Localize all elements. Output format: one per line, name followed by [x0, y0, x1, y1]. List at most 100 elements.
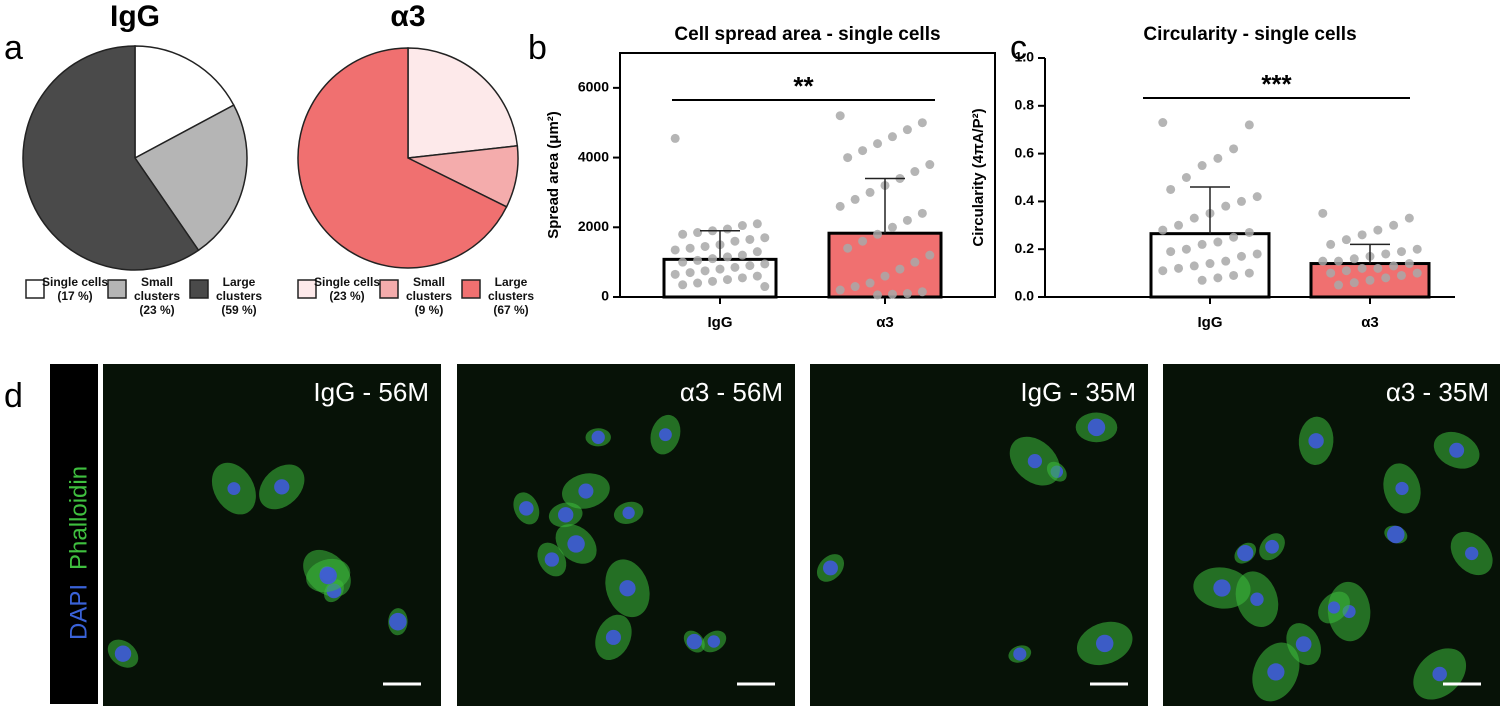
- legend-label: Large clusters: [215, 275, 263, 303]
- micrograph-bg: [103, 364, 441, 706]
- data-point: [1181, 173, 1191, 182]
- data-point: [685, 243, 695, 253]
- cell-nucleus: [1395, 481, 1409, 496]
- data-point: [670, 133, 680, 143]
- stain-label-bg: [50, 364, 98, 704]
- data-point: [693, 228, 703, 238]
- data-point: [910, 257, 920, 267]
- significance-label: ***: [1261, 69, 1292, 99]
- x-tick-label: IgG: [708, 314, 733, 331]
- data-point: [745, 234, 755, 244]
- stain-label: Phalloidin: [65, 466, 92, 570]
- data-point: [1236, 251, 1246, 261]
- cell-nucleus: [1327, 601, 1341, 614]
- data-point: [1341, 266, 1351, 276]
- legend-swatch: [379, 279, 399, 299]
- data-point: [887, 132, 897, 142]
- cell-nucleus: [1295, 636, 1312, 652]
- data-point: [1197, 161, 1207, 171]
- y-tick-label: 0.4: [1015, 192, 1035, 208]
- data-point: [843, 243, 853, 253]
- data-point: [887, 289, 897, 299]
- stain-label: DAPI: [65, 584, 92, 640]
- data-point: [722, 275, 732, 285]
- legend-entry: Single cells (23 %): [310, 275, 384, 303]
- bar: [827, 231, 943, 299]
- data-point: [670, 245, 680, 255]
- cell-nucleus: [823, 560, 838, 576]
- data-point: [873, 290, 883, 300]
- data-point: [1213, 153, 1223, 163]
- cell-nucleus: [686, 633, 703, 650]
- y-tick-label: 0.2: [1015, 240, 1035, 256]
- pie-slice: [297, 47, 508, 269]
- data-point: [873, 229, 883, 239]
- pie-title: α3: [390, 0, 425, 33]
- data-point: [1244, 227, 1254, 237]
- cell-nucleus: [1087, 418, 1106, 437]
- data-point: [678, 229, 688, 239]
- legend-label: Large clusters: [487, 275, 535, 303]
- data-point: [1221, 256, 1231, 266]
- data-point: [1158, 225, 1168, 235]
- data-point: [1412, 268, 1422, 278]
- cell-nucleus: [578, 483, 594, 499]
- cell-nucleus: [1465, 546, 1479, 561]
- data-point: [880, 271, 890, 281]
- data-point: [1236, 196, 1246, 206]
- data-point: [902, 125, 912, 135]
- data-point: [1389, 220, 1399, 230]
- data-point: [895, 264, 905, 274]
- cell-nucleus: [227, 482, 241, 496]
- y-axis-label: Circularity (4πA/P²): [970, 108, 987, 246]
- panel-letter: d: [4, 377, 23, 415]
- data-point: [1174, 263, 1184, 273]
- cell-nucleus: [114, 645, 132, 662]
- data-point: [835, 111, 845, 121]
- data-point: [910, 167, 920, 177]
- x-tick-label: α3: [1361, 314, 1379, 331]
- cell-nucleus: [544, 552, 560, 567]
- micrograph-label: α3 - 35M: [1386, 377, 1489, 407]
- data-point: [1373, 225, 1383, 235]
- data-point: [708, 276, 718, 286]
- micrograph: IgG - 56M: [103, 364, 441, 706]
- data-point: [1205, 259, 1215, 269]
- legend-swatch: [461, 279, 481, 299]
- data-point: [737, 250, 747, 260]
- data-point: [843, 153, 853, 163]
- data-point: [925, 160, 935, 170]
- data-point: [752, 271, 762, 281]
- y-tick-label: 2000: [578, 218, 609, 234]
- cell-nucleus: [519, 501, 534, 516]
- cell-nucleus: [1449, 442, 1465, 458]
- legend-value: (9 %): [414, 303, 444, 317]
- data-point: [1244, 268, 1254, 278]
- data-point: [1357, 230, 1367, 240]
- data-point: [1174, 220, 1184, 230]
- cell-nucleus: [274, 479, 290, 495]
- legend-value: (23 %): [139, 303, 175, 317]
- data-point: [730, 262, 740, 272]
- cell-nucleus: [1013, 647, 1027, 661]
- data-point: [1349, 278, 1359, 288]
- data-point: [1229, 144, 1239, 154]
- data-point: [1166, 184, 1176, 194]
- data-point: [700, 266, 710, 276]
- micrograph-label: α3 - 56M: [680, 377, 783, 407]
- data-point: [1396, 270, 1406, 280]
- data-point: [685, 268, 695, 278]
- data-point: [1349, 254, 1359, 264]
- data-point: [850, 194, 860, 204]
- data-point: [858, 146, 868, 156]
- data-point: [678, 257, 688, 267]
- chart-title: Cell spread area - single cells: [674, 24, 940, 45]
- plot-frame: [619, 52, 996, 298]
- y-tick-label: 0.6: [1015, 144, 1035, 160]
- pie-slice: [22, 45, 200, 271]
- data-point: [722, 224, 732, 234]
- cell-nucleus: [558, 507, 574, 523]
- data-point: [760, 282, 770, 292]
- data-point: [1244, 120, 1254, 130]
